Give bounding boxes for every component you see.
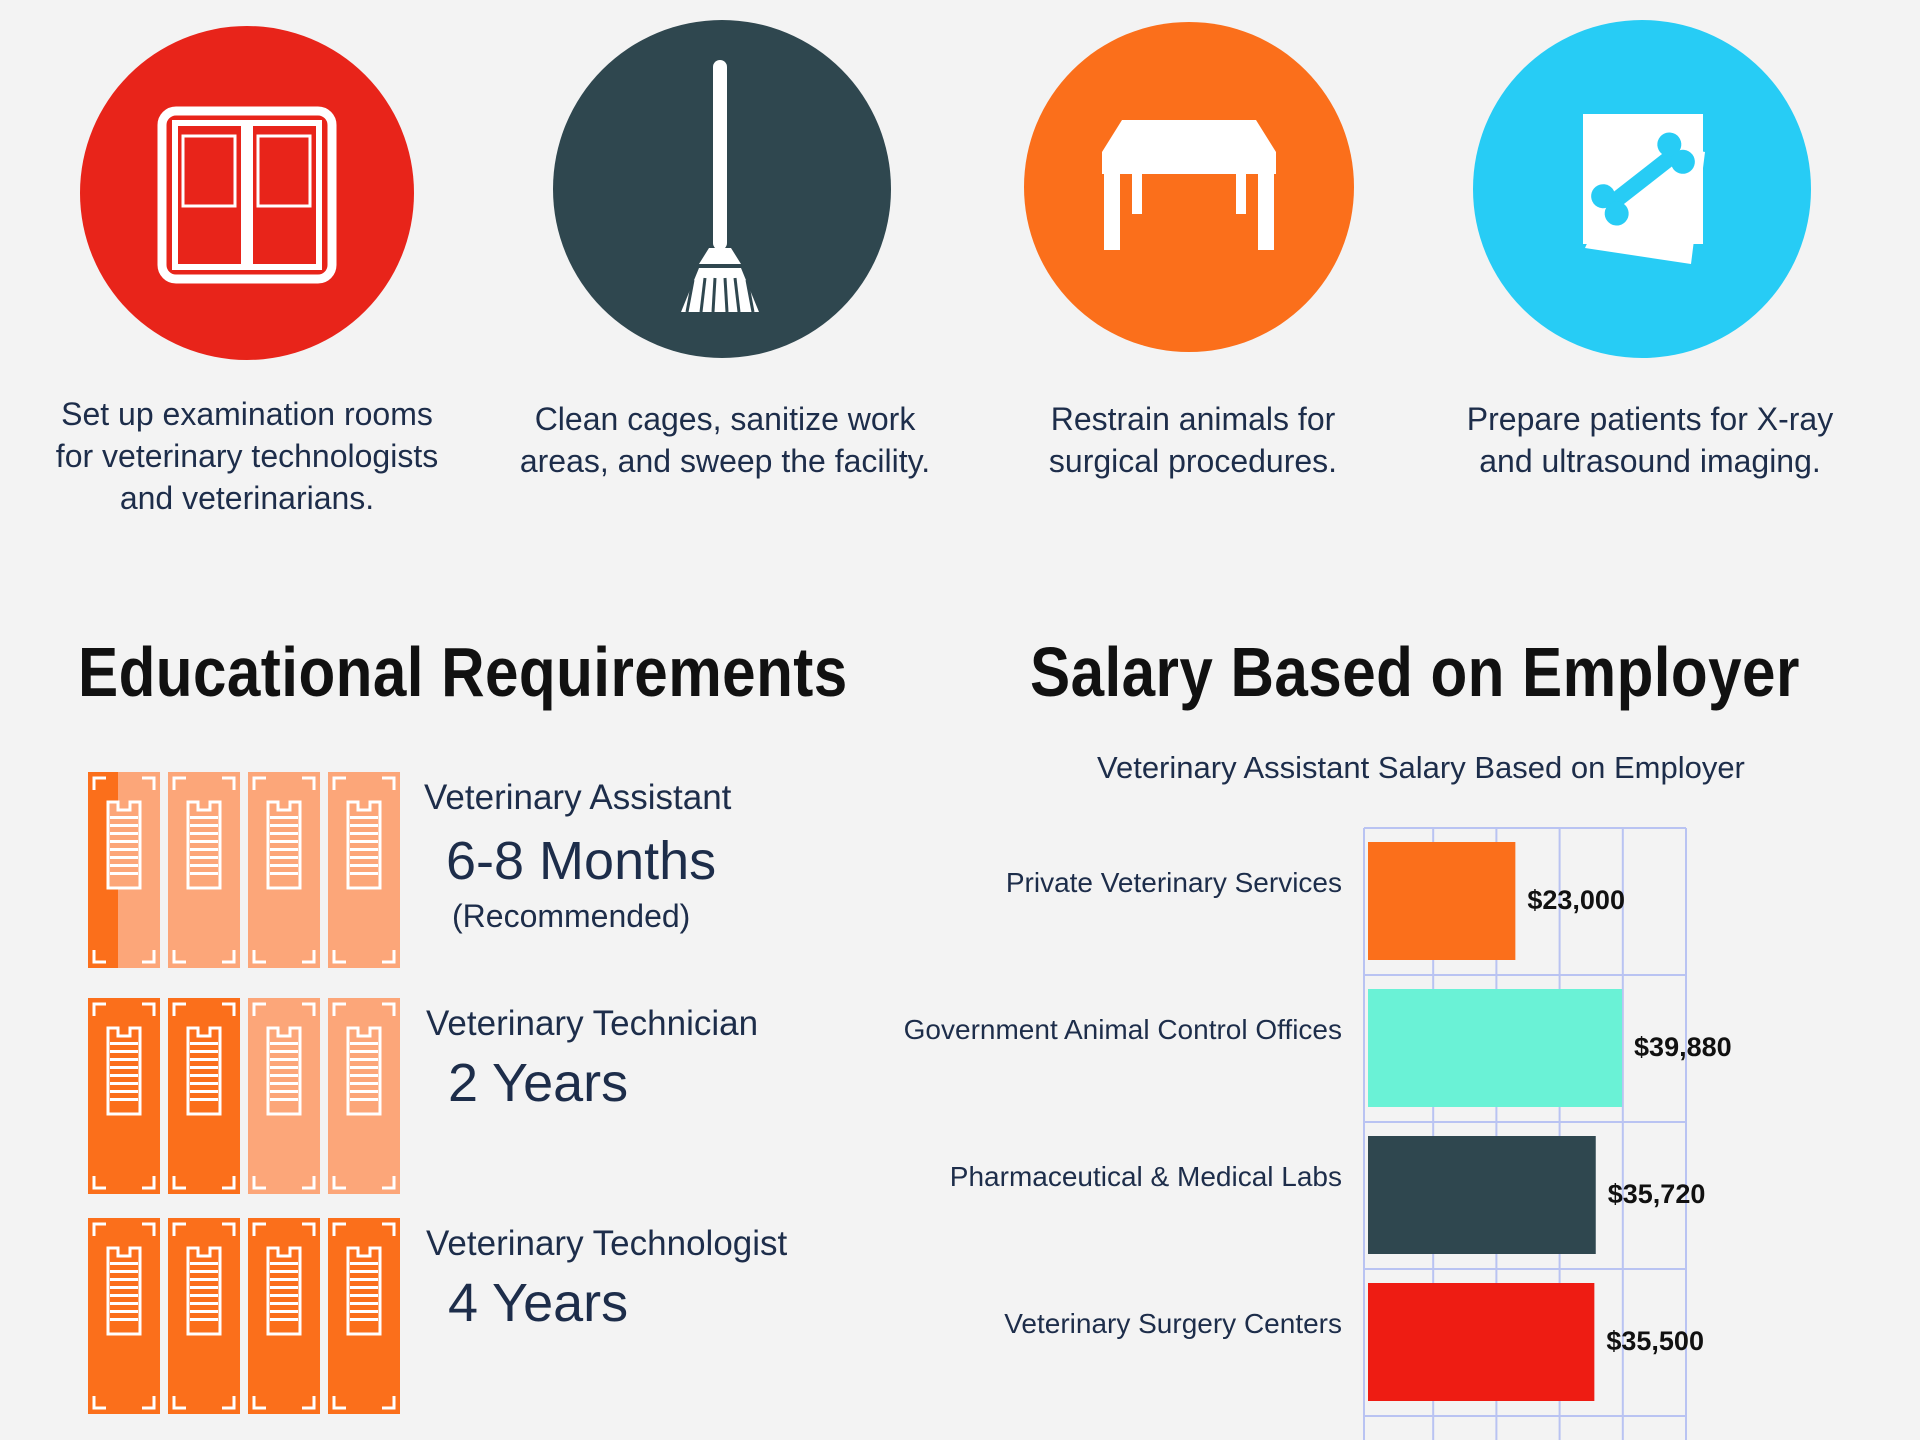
duty-text-xray-prep: Prepare patients for X-ray and ultrasoun… [1466,401,1834,479]
bar-value-label: $23,000 [1527,885,1625,915]
education-book-icon [248,1218,320,1414]
education-book-icon [328,772,400,968]
bar-category-label: Private Veterinary Services [1005,867,1342,898]
education-book-icon [248,998,320,1194]
education-book-icon [248,772,320,968]
edu-label-technologist: Veterinary Technologist [426,1224,788,1263]
bar-value-label: $35,500 [1606,1326,1704,1356]
edu-duration-assistant: 6-8 Months [446,831,717,891]
education-book-icon [88,998,160,1194]
bar-3 [1368,1283,1595,1401]
education-book-icon [88,1218,160,1414]
edu-note-assistant: (Recommended) [452,898,691,934]
edu-label-assistant: Veterinary Assistant [424,778,732,817]
bar-category-label: Government Animal Control Offices [903,1014,1342,1045]
salary-heading: Salary Based on Employer [1030,633,1800,711]
duty-text-restrain-animals: Restrain animals for surgical procedures… [1048,401,1338,479]
education-heading: Educational Requirements [78,633,848,711]
salary-bar-chart [1363,827,1687,1440]
duty-text-exam-rooms: Set up examination rooms for veterinary … [55,396,439,516]
bar-value-label: $35,720 [1607,1179,1706,1209]
bar-category-label: Pharmaceutical & Medical Labs [949,1161,1342,1192]
broom-icon [553,20,891,358]
bar-category-label: Veterinary Surgery Centers [1004,1308,1342,1339]
chart-title: Veterinary Assistant Salary Based on Emp… [1097,750,1745,785]
education-book-icon [168,1218,240,1414]
duty-text-clean-cages: Clean cages, sanitize work areas, and sw… [519,401,931,479]
education-book-icon [328,998,400,1194]
education-book-icon [168,772,240,968]
table-icon [1024,22,1354,352]
education-book-icon [168,998,240,1194]
bar-1 [1368,989,1623,1107]
xray-bone-icon [1473,20,1811,358]
bar-2 [1368,1136,1596,1254]
edu-label-technician: Veterinary Technician [426,1004,759,1043]
education-book-icon [328,1218,400,1414]
bar-0 [1368,842,1516,960]
education-book-icon [88,772,160,968]
edu-duration-technician: 2 Years [448,1053,629,1113]
bar-value-label: $39,880 [1634,1032,1732,1062]
exam-room-door-icon [80,26,414,360]
edu-duration-technologist: 4 Years [448,1273,629,1333]
